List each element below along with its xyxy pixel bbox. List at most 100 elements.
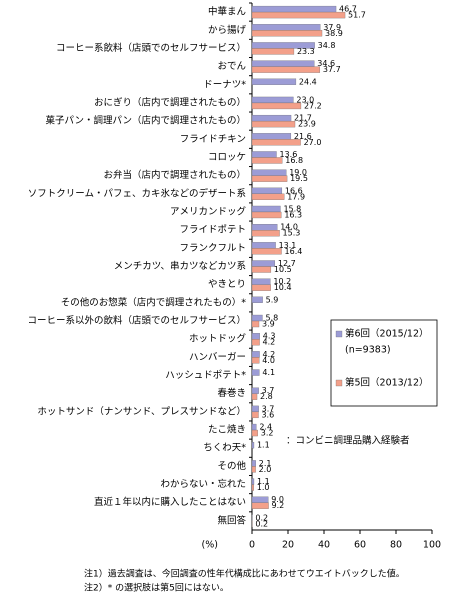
y-tick-label: その他のお惣菜（店内で調理されたもの）* bbox=[61, 296, 247, 308]
value-label: 38.9 bbox=[325, 29, 343, 38]
bar bbox=[251, 248, 282, 255]
y-tick-label: コロッケ bbox=[208, 152, 246, 163]
value-label: 4.2 bbox=[263, 338, 276, 347]
value-label: 13.6 bbox=[279, 150, 297, 159]
legend-label: 第5回（2013/12） bbox=[345, 377, 429, 389]
y-tick-label: 中華まん bbox=[208, 6, 246, 18]
bar bbox=[251, 351, 260, 358]
value-label: 1.1 bbox=[257, 441, 270, 450]
note: 注1）過去調査は、今回調査の性年代構成比にあわせてウエイトバックした値。 bbox=[84, 568, 405, 580]
bar bbox=[251, 284, 271, 291]
value-label: 23.3 bbox=[297, 47, 315, 56]
y-tick-label: おにぎり（店内で調理されたもの） bbox=[94, 96, 246, 108]
value-label: 10.2 bbox=[273, 277, 291, 286]
bar bbox=[251, 11, 346, 19]
value-label: 27.2 bbox=[304, 101, 322, 110]
value-label: 24.4 bbox=[299, 77, 317, 86]
bar bbox=[251, 30, 323, 37]
value-label: 37.9 bbox=[323, 23, 341, 32]
y-tick-label: ソフトクリーム・パフェ、カキ氷などのデザート系 bbox=[28, 187, 246, 199]
value-label: 23.9 bbox=[298, 120, 316, 129]
y-tick-label: から揚げ bbox=[208, 24, 247, 36]
bar bbox=[251, 260, 276, 267]
value-label: 17.9 bbox=[287, 192, 305, 201]
value-label: 16.8 bbox=[285, 156, 303, 165]
y-tick-label: わからない・忘れた bbox=[160, 478, 246, 490]
bar bbox=[251, 405, 259, 413]
value-label: 2.4 bbox=[259, 423, 272, 432]
bar bbox=[251, 151, 277, 158]
y-tick-label: フランクフルト bbox=[179, 243, 246, 254]
bar bbox=[251, 157, 283, 164]
value-label: 1.0 bbox=[257, 483, 270, 492]
value-label: 16.3 bbox=[284, 210, 302, 219]
bar bbox=[251, 175, 288, 182]
bar bbox=[251, 205, 281, 213]
bar bbox=[251, 102, 302, 110]
bar bbox=[251, 169, 287, 176]
y-tick-label: たこ焼き bbox=[208, 424, 246, 436]
value-label: 19.5 bbox=[290, 174, 308, 183]
y-tick-label: 菓子パン・調理パン（店内で調理されたもの） bbox=[46, 115, 246, 127]
bar bbox=[251, 478, 255, 485]
legend-label: (n=9383) bbox=[345, 345, 391, 356]
y-tick-label: フライドポテト bbox=[179, 225, 246, 236]
value-label: 3.6 bbox=[261, 410, 274, 419]
value-label: 2.1 bbox=[259, 459, 272, 468]
value-label: 15.8 bbox=[283, 204, 301, 213]
bar bbox=[251, 339, 260, 346]
value-label: 51.7 bbox=[348, 11, 366, 20]
value-label: 1.1 bbox=[257, 477, 270, 486]
legend-box bbox=[330, 319, 438, 407]
y-tick-label: ドーナツ* bbox=[203, 79, 246, 90]
value-label: 2.0 bbox=[259, 465, 272, 474]
note: 注2）* の選択肢は第5回にはない。 bbox=[84, 582, 229, 593]
bar bbox=[251, 60, 315, 67]
x-tick-label: 0 bbox=[249, 540, 255, 551]
value-label: 4.2 bbox=[263, 350, 276, 359]
bar bbox=[251, 502, 269, 509]
y-tick-label: コーヒー系以外の飲料（店頭でのセルフサービス） bbox=[27, 315, 246, 327]
bar bbox=[251, 411, 259, 419]
y-tick-label: ハッシュドポテト* bbox=[165, 370, 246, 381]
bar bbox=[251, 133, 292, 140]
x-axis-label: (%) bbox=[202, 540, 218, 551]
bar bbox=[251, 266, 272, 273]
y-tick-label: ホットサンド（ナンサンド、プレスサンドなど） bbox=[37, 405, 246, 417]
bar bbox=[251, 387, 259, 394]
bar bbox=[251, 230, 280, 237]
y-tick-label: おでん bbox=[217, 61, 246, 72]
bar bbox=[251, 193, 285, 200]
bar bbox=[251, 423, 257, 431]
bar bbox=[251, 48, 295, 55]
y-tick-label: 無回答 bbox=[217, 514, 246, 526]
y-tick-label: ちくわ天* bbox=[203, 443, 246, 454]
bar bbox=[251, 278, 271, 285]
bar bbox=[251, 114, 292, 122]
value-label: 14.0 bbox=[280, 223, 298, 232]
bar bbox=[251, 24, 321, 31]
value-label: 4.1 bbox=[262, 368, 275, 377]
value-label: 3.9 bbox=[262, 320, 275, 329]
y-tick-label: 春巻き bbox=[217, 387, 246, 399]
bar bbox=[251, 442, 255, 449]
bar bbox=[251, 296, 263, 303]
value-label: 9.0 bbox=[271, 495, 284, 504]
y-tick-label: アメリカンドッグ bbox=[170, 205, 247, 217]
value-label: 34.6 bbox=[317, 59, 335, 68]
value-label: 37.7 bbox=[323, 65, 341, 74]
value-label: 16.4 bbox=[285, 247, 303, 256]
bar bbox=[251, 66, 321, 73]
y-tick-label: コーヒー系飲料（店頭でのセルフサービス） bbox=[56, 42, 246, 54]
bar bbox=[251, 496, 269, 503]
value-label: 19.0 bbox=[289, 168, 307, 177]
legend-swatch bbox=[335, 379, 343, 387]
value-label: 3.7 bbox=[262, 404, 275, 413]
x-tick-label: 20 bbox=[282, 540, 294, 551]
value-label: 21.6 bbox=[294, 132, 312, 141]
value-label: 4.3 bbox=[263, 332, 276, 341]
y-tick-label: やきとり bbox=[208, 279, 246, 290]
value-label: 21.7 bbox=[294, 114, 312, 123]
x-tick-label: 40 bbox=[318, 540, 330, 551]
